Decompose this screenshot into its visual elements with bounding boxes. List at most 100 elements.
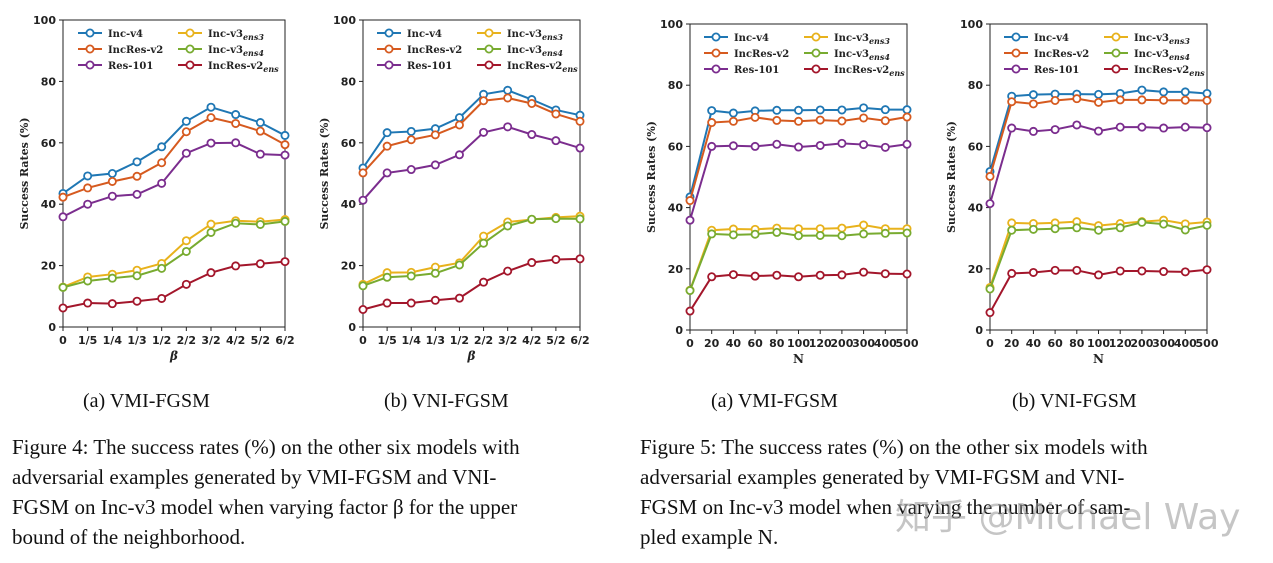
data-point — [58, 303, 68, 313]
y-tick-label: 40 — [668, 202, 684, 215]
data-point — [985, 284, 995, 294]
legend-label-text: IncRes-v2 — [507, 61, 562, 72]
data-point — [280, 150, 290, 160]
data-point — [454, 150, 464, 160]
data-point — [132, 271, 142, 281]
data-point — [1007, 97, 1017, 107]
data-point — [728, 230, 738, 240]
legend-label: IncRes-v2ens — [507, 61, 578, 74]
data-point — [255, 126, 265, 136]
x-axis-label: β — [467, 349, 476, 363]
data-point — [880, 228, 890, 238]
data-point — [575, 214, 585, 224]
data-point — [231, 218, 241, 228]
data-point — [430, 160, 440, 170]
data-point — [1180, 267, 1190, 277]
y-axis-label: Success Rates (%) — [945, 121, 958, 233]
legend-swatch-marker — [384, 60, 394, 70]
data-point — [382, 128, 392, 138]
data-point — [206, 138, 216, 148]
data-point — [503, 221, 513, 231]
legend-swatch-marker — [185, 28, 195, 38]
legend-label-text: Inc-v4 — [407, 29, 442, 40]
data-point — [382, 298, 392, 308]
data-point — [1007, 218, 1017, 228]
x-tick-label: 3/2 — [498, 334, 517, 347]
legend-label: Inc-v3ens4 — [507, 45, 563, 58]
x-tick-label: 0 — [359, 334, 367, 347]
series-line-incres-v2 — [362, 96, 581, 174]
legend-label-text: IncRes-v2 — [208, 61, 263, 72]
data-point — [358, 195, 368, 205]
data-point — [527, 99, 537, 109]
legend-label-text: Inc-v3 — [834, 49, 869, 60]
legend-label-text: Inc-v3 — [208, 29, 243, 40]
series-line-res-101 — [989, 123, 1208, 204]
data-point — [1202, 96, 1212, 106]
x-tick-label: 2/2 — [177, 334, 196, 347]
x-tick-label: 100 — [1087, 337, 1110, 350]
data-point — [837, 105, 847, 115]
legend-label-text: IncRes-v2 — [108, 45, 163, 56]
data-point — [454, 120, 464, 130]
data-point — [837, 116, 847, 126]
data-point — [1180, 87, 1190, 97]
data-point — [728, 270, 738, 280]
y-tick-label: 100 — [333, 14, 356, 27]
data-point — [157, 142, 167, 152]
data-point — [1050, 96, 1060, 106]
data-point — [527, 258, 537, 268]
series-line-res-101 — [62, 141, 286, 218]
legend-label-subscript: ens4 — [243, 48, 264, 58]
legend-swatch-marker — [711, 32, 721, 42]
y-tick-label: 20 — [341, 260, 357, 273]
legend-swatch-marker — [85, 28, 95, 38]
fig4b-subcaption: (b) VNI-FGSM — [384, 390, 509, 412]
fig5b-subcaption: (b) VNI-FGSM — [1012, 390, 1137, 412]
legend-swatch-marker — [484, 28, 494, 38]
data-point — [382, 141, 392, 151]
y-tick-label: 80 — [341, 75, 357, 88]
data-point — [1202, 123, 1212, 133]
data-point — [837, 223, 847, 233]
data-point — [728, 141, 738, 151]
x-tick-label: 80 — [769, 337, 785, 350]
legend-swatch-marker — [811, 32, 821, 42]
data-point — [794, 272, 804, 282]
data-point — [1159, 123, 1169, 133]
data-point — [815, 230, 825, 240]
x-tick-label: 5/2 — [546, 334, 565, 347]
x-tick-label: 4/2 — [522, 334, 541, 347]
data-point — [1159, 87, 1169, 97]
data-point — [772, 227, 782, 237]
x-tick-label: 40 — [726, 337, 742, 350]
legend-label-subscript: ens — [562, 64, 578, 74]
data-point — [794, 116, 804, 126]
data-point — [132, 157, 142, 167]
data-point — [454, 293, 464, 303]
x-tick-label: 6/2 — [570, 334, 589, 347]
data-point — [107, 191, 117, 201]
x-tick-label: 400 — [1174, 337, 1197, 350]
data-point — [1180, 122, 1190, 132]
data-point — [382, 168, 392, 178]
data-point — [1094, 225, 1104, 235]
data-point — [181, 279, 191, 289]
data-point — [503, 266, 513, 276]
y-tick-label: 80 — [668, 79, 684, 92]
data-point — [231, 110, 241, 120]
legend-swatch-marker — [1111, 32, 1121, 42]
data-point — [406, 271, 416, 281]
data-point — [902, 139, 912, 149]
data-point — [815, 270, 825, 280]
legend-swatch-marker — [85, 60, 95, 70]
data-point — [1115, 95, 1125, 105]
data-point — [83, 276, 93, 286]
y-tick-label: 20 — [968, 263, 984, 276]
y-tick-label: 100 — [660, 18, 683, 31]
legend-label-subscript: ens3 — [869, 36, 890, 46]
data-point — [837, 231, 847, 241]
data-point — [1202, 220, 1212, 230]
data-point — [58, 282, 68, 292]
